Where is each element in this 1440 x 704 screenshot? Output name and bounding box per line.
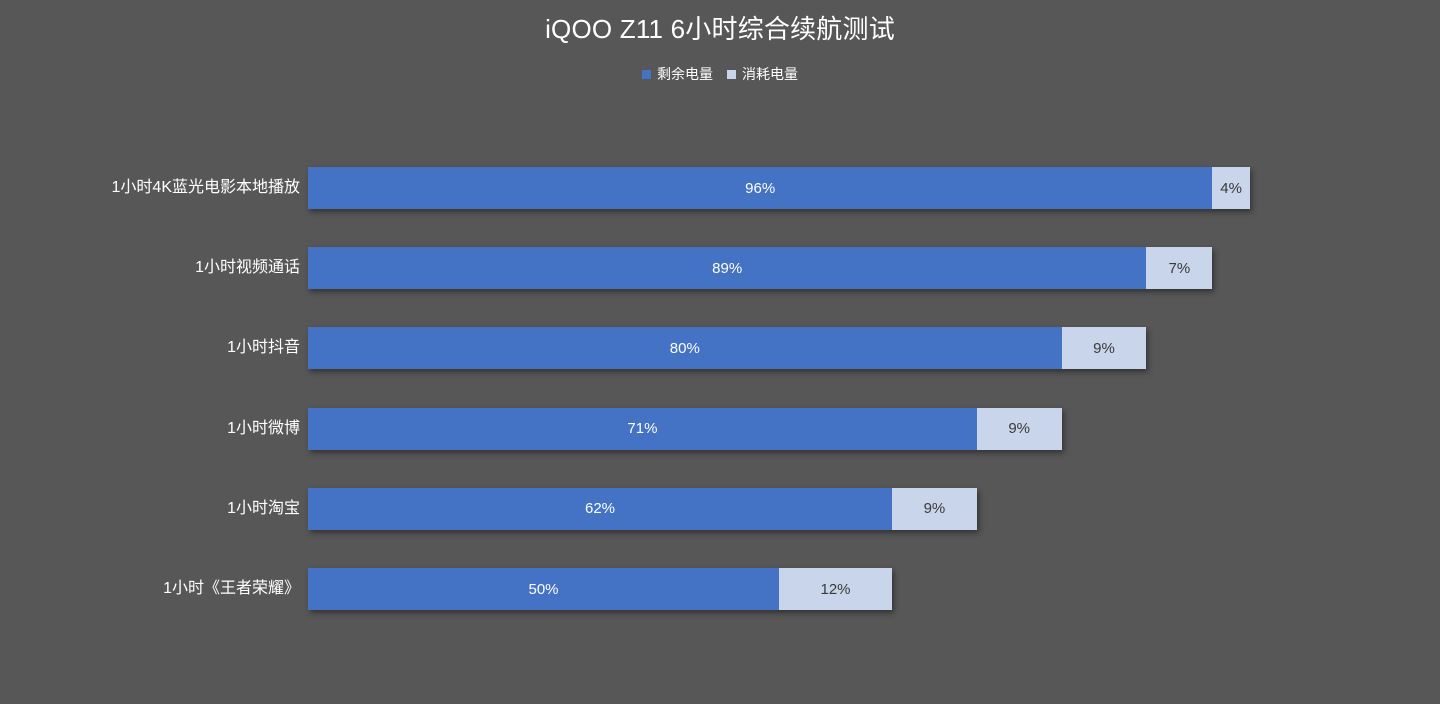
bar-segment-remaining[interactable]: 71% bbox=[308, 407, 977, 450]
bar-value-label: 71% bbox=[627, 420, 658, 438]
legend-swatch-remaining-icon bbox=[642, 69, 651, 79]
bar-segment-consumed[interactable]: 7% bbox=[1146, 247, 1213, 290]
bar-row: 1小时视频通话 89% 7% bbox=[0, 247, 1440, 290]
bar-segment-remaining[interactable]: 80% bbox=[308, 327, 1062, 370]
bar-value-label: 50% bbox=[528, 580, 559, 598]
bar-value-label: 9% bbox=[1008, 420, 1031, 438]
bar-value-label: 4% bbox=[1220, 179, 1242, 197]
stacked-bar[interactable]: 96% 4% bbox=[308, 167, 1250, 209]
legend-item-consumed[interactable]: 消耗电量 bbox=[727, 65, 798, 83]
bar-value-label: 7% bbox=[1168, 259, 1191, 277]
stacked-bar[interactable]: 50% 12% bbox=[308, 568, 893, 610]
stacked-bar[interactable]: 89% 7% bbox=[308, 247, 1213, 290]
bar-value-label: 62% bbox=[585, 500, 616, 518]
chart-title: iQOO Z11 6小时综合续航测试 bbox=[545, 14, 895, 44]
bar-segment-consumed[interactable]: 9% bbox=[976, 407, 1062, 450]
bar-value-label: 9% bbox=[923, 500, 946, 518]
bar-segment-remaining[interactable]: 89% bbox=[308, 247, 1147, 290]
bar-segment-consumed[interactable]: 4% bbox=[1212, 167, 1250, 209]
legend-swatch-consumed-icon bbox=[727, 69, 736, 79]
category-label: 1小时视频通话 bbox=[195, 259, 300, 277]
bar-value-label: 9% bbox=[1093, 339, 1115, 357]
bar-row: 1小时抖音 80% 9% bbox=[0, 327, 1440, 370]
stacked-bar[interactable]: 62% 9% bbox=[308, 487, 977, 530]
bar-value-label: 12% bbox=[820, 580, 851, 598]
category-label: 1小时淘宝 bbox=[227, 499, 300, 517]
legend-label-consumed: 消耗电量 bbox=[742, 66, 798, 82]
bar-value-label: 96% bbox=[745, 179, 776, 197]
bar-segment-remaining[interactable]: 50% bbox=[308, 568, 779, 610]
legend-item-remaining[interactable]: 剩余电量 bbox=[642, 65, 713, 83]
bar-row: 1小时《王者荣耀》 50% 12% bbox=[0, 568, 1440, 610]
bar-row: 1小时微博 71% 9% bbox=[0, 407, 1440, 450]
category-label: 1小时抖音 bbox=[227, 339, 300, 357]
stacked-bar[interactable]: 80% 9% bbox=[308, 327, 1147, 370]
bar-value-label: 89% bbox=[712, 259, 743, 277]
bar-row: 1小时淘宝 62% 9% bbox=[0, 487, 1440, 530]
bar-segment-consumed[interactable]: 9% bbox=[1061, 327, 1147, 370]
legend-label-remaining: 剩余电量 bbox=[657, 66, 713, 82]
category-label: 1小时4K蓝光电影本地播放 bbox=[111, 179, 300, 196]
bar-row: 1小时4K蓝光电影本地播放 96% 4% bbox=[0, 167, 1440, 209]
bar-value-label: 80% bbox=[669, 339, 700, 357]
bar-segment-consumed[interactable]: 12% bbox=[779, 568, 893, 610]
bar-segment-remaining[interactable]: 96% bbox=[308, 167, 1213, 209]
stacked-bar[interactable]: 71% 9% bbox=[308, 407, 1062, 450]
category-label: 1小时《王者荣耀》 bbox=[163, 580, 300, 597]
bar-segment-consumed[interactable]: 9% bbox=[892, 487, 977, 530]
category-label: 1小时微博 bbox=[227, 419, 300, 437]
chart-legend: 剩余电量 消耗电量 bbox=[0, 64, 1440, 84]
bar-segment-remaining[interactable]: 62% bbox=[308, 487, 893, 530]
